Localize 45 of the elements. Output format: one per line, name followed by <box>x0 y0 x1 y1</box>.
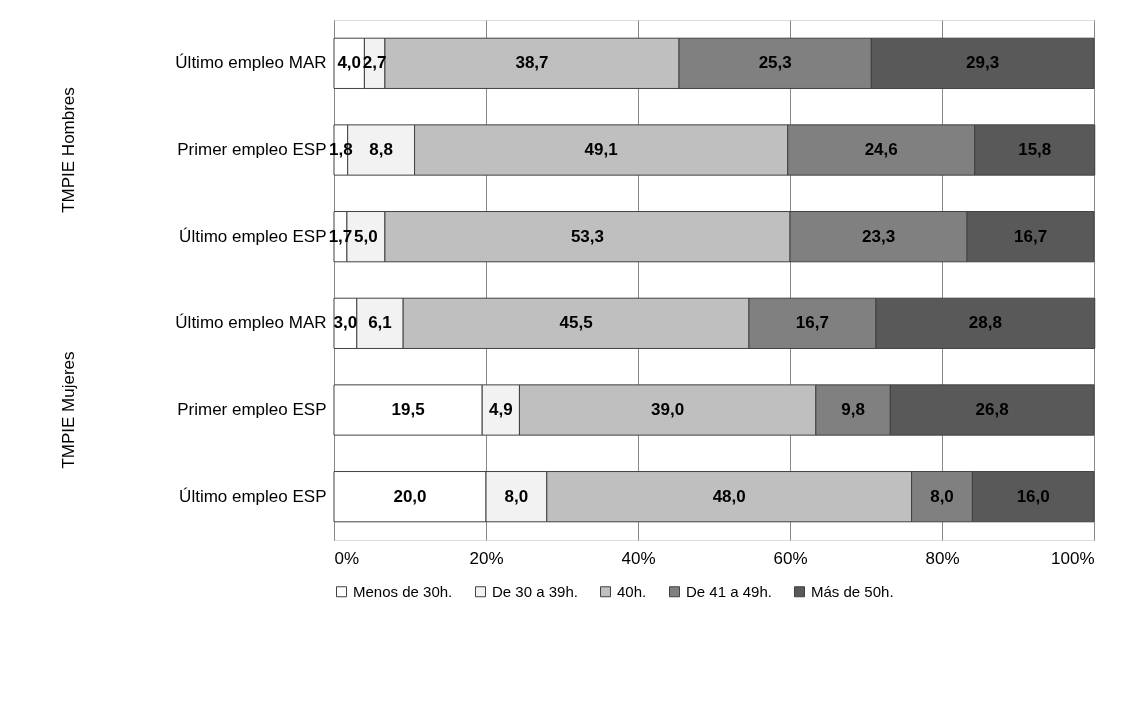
text: TMPIE Hombres <box>59 87 78 213</box>
legend-label: De 30 a 39h. <box>492 582 578 600</box>
data-label: 8,0 <box>504 486 529 506</box>
x-tick-label: 40% <box>621 548 656 568</box>
data-label: 45,5 <box>559 313 593 333</box>
x-tick-label: 0% <box>334 548 360 568</box>
y-tick-label: Último empleo ESP <box>179 226 327 246</box>
x-tick-label: 80% <box>925 548 960 568</box>
legend-label: 40h. <box>617 582 647 600</box>
data-label: 29,3 <box>966 53 1000 73</box>
x-tick-label: 60% <box>773 548 808 568</box>
legend-label: Más de 50h. <box>811 582 894 600</box>
data-label: 16,7 <box>1013 226 1048 246</box>
y-tick-label: Primer empleo ESP <box>177 400 327 419</box>
y-tick-label: Último empleo ESP <box>179 486 327 506</box>
data-label: 48,0 <box>712 486 746 506</box>
data-label: 4,0 <box>337 53 362 73</box>
text: TMPIE Mujeres <box>59 351 78 469</box>
data-label: 4,9 <box>489 400 513 419</box>
data-label: 25,3 <box>758 53 792 73</box>
data-label: 26,8 <box>975 400 1009 419</box>
data-label: 6,1 <box>368 313 392 333</box>
data-label: 23,3 <box>861 226 896 246</box>
legend-label: Menos de 30h. <box>353 582 453 600</box>
data-label: 49,1 <box>584 140 618 159</box>
y-tick-label: Primer empleo ESP <box>177 140 327 159</box>
data-label: 53,3 <box>570 226 605 246</box>
x-tick-label: 100% <box>1051 548 1095 568</box>
y-tick-label: Último empleo MAR <box>175 313 327 333</box>
data-label: 16,7 <box>795 313 829 333</box>
data-label: 20,0 <box>393 486 427 506</box>
data-label: 8,8 <box>369 140 393 159</box>
data-label: 15,8 <box>1018 140 1052 159</box>
data-label: 39,0 <box>651 400 685 419</box>
legend-label: De 41 a 49h. <box>686 582 772 600</box>
data-label: 19,5 <box>391 400 425 419</box>
data-label: 38,7 <box>515 53 549 73</box>
y-tick-label: Último empleo MAR <box>175 53 327 73</box>
data-label: 9,8 <box>841 400 865 419</box>
data-label: 5,0 <box>354 226 378 246</box>
data-label: 8,0 <box>930 486 954 506</box>
x-tick-label: 20% <box>469 548 504 568</box>
data-label: 28,8 <box>968 313 1002 333</box>
data-label: 24,6 <box>864 140 898 159</box>
data-label: 16,0 <box>1016 486 1050 506</box>
